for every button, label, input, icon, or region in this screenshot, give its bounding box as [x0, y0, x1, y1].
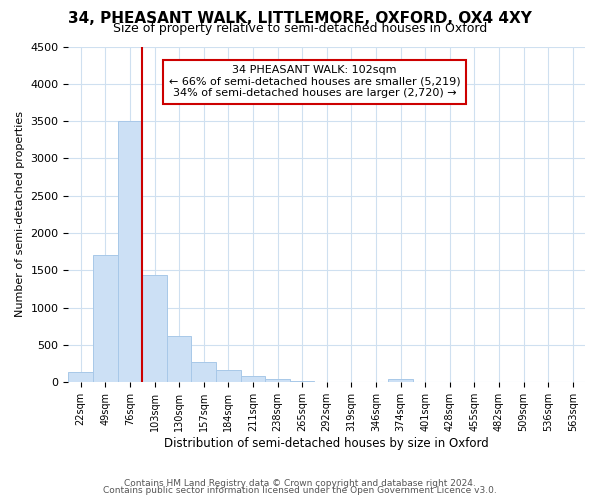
- Bar: [68, 372, 93, 382]
- Text: 34, PHEASANT WALK, LITTLEMORE, OXFORD, OX4 4XY: 34, PHEASANT WALK, LITTLEMORE, OXFORD, O…: [68, 11, 532, 26]
- Text: 34 PHEASANT WALK: 102sqm
← 66% of semi-detached houses are smaller (5,219)
34% o: 34 PHEASANT WALK: 102sqm ← 66% of semi-d…: [169, 65, 460, 98]
- X-axis label: Distribution of semi-detached houses by size in Oxford: Distribution of semi-detached houses by …: [164, 437, 489, 450]
- Bar: [93, 256, 118, 382]
- Bar: [290, 381, 314, 382]
- Text: Contains HM Land Registry data © Crown copyright and database right 2024.: Contains HM Land Registry data © Crown c…: [124, 478, 476, 488]
- Bar: [191, 362, 216, 382]
- Bar: [216, 370, 241, 382]
- Text: Contains public sector information licensed under the Open Government Licence v3: Contains public sector information licen…: [103, 486, 497, 495]
- Bar: [265, 379, 290, 382]
- Bar: [118, 121, 142, 382]
- Bar: [167, 336, 191, 382]
- Bar: [142, 275, 167, 382]
- Bar: [388, 380, 413, 382]
- Bar: [241, 376, 265, 382]
- Text: Size of property relative to semi-detached houses in Oxford: Size of property relative to semi-detach…: [113, 22, 487, 35]
- Y-axis label: Number of semi-detached properties: Number of semi-detached properties: [15, 112, 25, 318]
